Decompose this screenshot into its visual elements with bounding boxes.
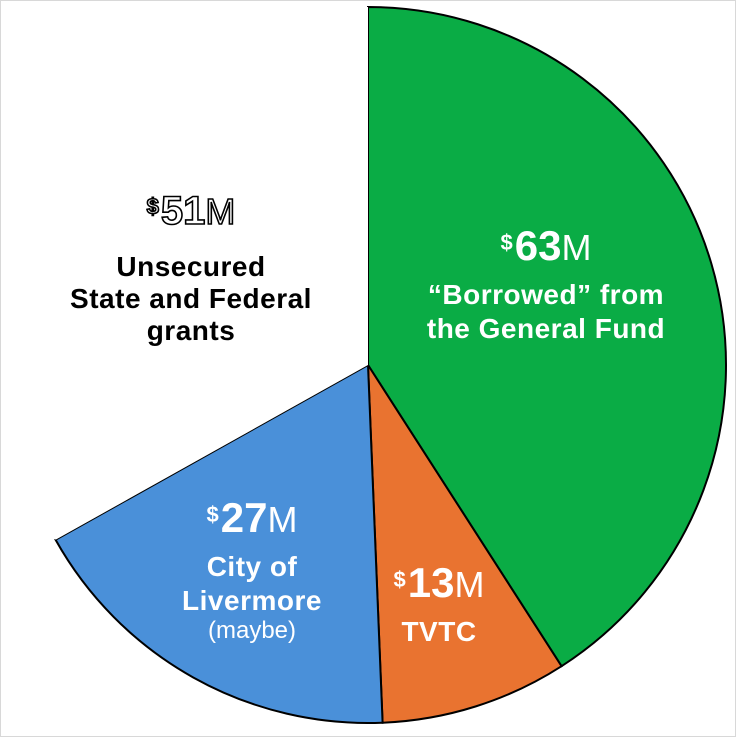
slice-label-tvtc: $13M TVTC — [394, 559, 485, 647]
currency-symbol: $ — [394, 567, 406, 592]
slice-name-line: Unsecured — [116, 251, 265, 282]
slice-name-line: Livermore — [182, 585, 322, 616]
slice-name-line: “Borrowed” from — [428, 279, 664, 310]
slice-amount-city-of-livermore: $27M — [207, 494, 298, 541]
pie-slice-city-of-livermore — [54, 363, 384, 724]
amount-unit: M — [454, 564, 484, 605]
slice-amount-tvtc: $13M — [394, 559, 485, 606]
slice-amount-general-fund: $63M — [501, 222, 592, 269]
pie-slice-tvtc — [366, 361, 563, 724]
amount-unit: M — [205, 191, 235, 232]
amount-number: 51 — [161, 189, 206, 233]
pie-slice-unsecured-grants — [10, 7, 368, 540]
amount-number: 27 — [221, 494, 268, 541]
amount-number: 13 — [408, 559, 455, 606]
slice-name-line: City of — [207, 551, 298, 582]
slice-note: (maybe) — [208, 617, 296, 644]
slice-name-line: grants — [147, 315, 236, 346]
currency-symbol: $ — [207, 502, 219, 527]
currency-symbol: $ — [501, 230, 513, 255]
amount-unit: M — [267, 499, 297, 540]
slice-amount-unsecured-grants: $51M — [147, 189, 236, 233]
amount-number: 63 — [515, 222, 562, 269]
slice-name-line: State and Federal — [70, 283, 312, 314]
slice-name-line: TVTC — [401, 616, 476, 647]
pie-slice-general-fund — [367, 5, 728, 668]
amount-unit: M — [561, 227, 591, 268]
currency-symbol: $ — [147, 194, 159, 219]
slice-name-line: the General Fund — [427, 313, 665, 344]
